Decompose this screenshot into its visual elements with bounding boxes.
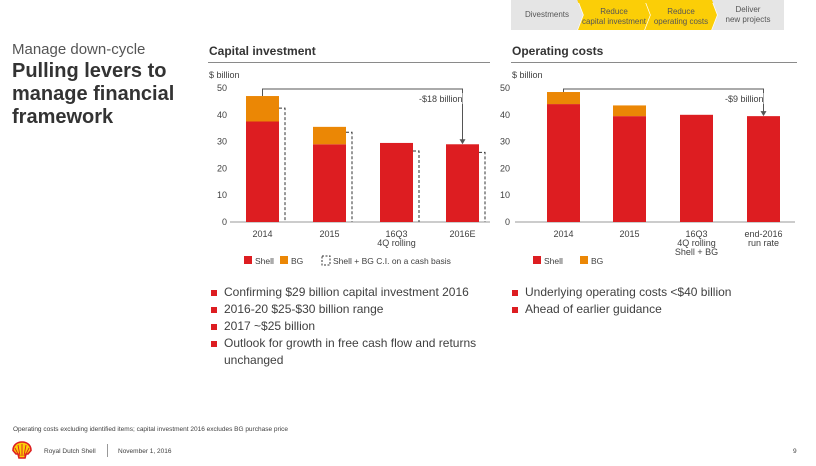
y-tick-label: 10 [500,190,510,200]
page-number: 9 [793,448,797,455]
annotation-bg [412,93,463,104]
x-tick-label: 16Q3 [685,229,707,239]
legend-swatch-cash [321,255,331,266]
bar-bg [313,126,346,145]
bar-shell [747,116,780,222]
legend-label: Shell [544,256,563,266]
x-tick-label: 2016E [449,229,475,239]
y-tick-label: 20 [217,163,227,173]
bullets-opex: Underlying operating costs <$40 billion … [511,284,801,318]
bar-cash-basis [413,150,420,222]
bar-shell [680,114,713,222]
page-title: Pulling levers to manage financial frame… [12,60,175,128]
x-tick-label: 4Q rolling [377,238,416,248]
footer-divider [107,444,108,457]
legend-swatch [244,256,252,264]
x-tick-label: 2014 [252,229,272,239]
bullets-capex: Confirming $29 billion capital investmen… [210,284,490,369]
step-reduce-capital: Reduce capital investment [578,0,650,30]
y-tick-label: 40 [500,110,510,120]
reduction-arrow [262,88,463,141]
x-tick-label: 16Q3 [385,229,407,239]
bar-shell [613,116,646,222]
divider [208,62,490,63]
x-tick-label: 2015 [619,229,639,239]
chart-title-capex: Capital investment [209,44,316,58]
legend-label: BG [591,256,603,266]
x-tick-label: 4Q rolling [677,238,716,248]
bar-cash-basis [279,107,286,222]
annotation-bg [713,93,764,104]
bar-cash-basis [479,151,486,222]
shell-logo-icon [12,441,32,459]
bar-bg [613,105,646,117]
x-tick-label: 2014 [553,229,573,239]
bullet: Underlying operating costs <$40 billion [511,284,801,301]
step-divestments: Divestments [511,0,583,30]
x-tick-label: 2015 [319,229,339,239]
y-tick-label: 0 [505,217,510,227]
bar-shell [547,104,580,222]
legend-label: Shell [255,256,274,266]
bar-bg [246,96,279,122]
step-label: Reduce capital investment [581,6,647,26]
bar-shell [313,144,346,222]
kicker: Manage down-cycle [12,41,146,58]
bar-shell [380,142,413,222]
step-label: Divestments [524,10,569,19]
bullet: Ahead of earlier guidance [511,301,801,318]
arrow-head [760,111,767,117]
annotation-label: -$9 billion [725,94,764,104]
step-deliver-projects: Deliver new projects [712,0,784,30]
step-label: Reduce operating costs [653,6,709,26]
step-reduce-opex: Reduce operating costs [645,0,717,30]
bullet: 2016-20 $25-$30 billion range [210,301,490,318]
bullet: 2017 ~$25 billion [210,318,490,335]
footer-date: November 1, 2016 [118,448,172,455]
y-tick-label: 20 [500,163,510,173]
chart-title-opex: Operating costs [512,44,604,58]
legend-swatch [580,256,588,264]
y-tick-label: 0 [222,217,227,227]
progress-steps: Divestments Reduce capital investment Re… [511,0,784,30]
arrow-head [459,139,466,145]
unit-label: $ billion [209,70,240,80]
divider [511,62,797,63]
annotation-label: -$18 billion [419,94,463,104]
y-tick-label: 30 [500,137,510,147]
y-tick-label: 30 [217,137,227,147]
bar-shell [246,121,279,222]
legend-label: Shell + BG C.I. on a cash basis [333,256,451,266]
footer-company: Royal Dutch Shell [44,448,96,455]
bullet: Confirming $29 billion capital investmen… [210,284,490,301]
y-tick-label: 40 [217,110,227,120]
legend-swatch [280,256,288,264]
x-tick-label: run rate [748,238,779,248]
legend-label: BG [291,256,303,266]
x-tick-label: Shell + BG [675,247,718,257]
unit-label: $ billion [512,70,543,80]
x-tick-label: end-2016 [744,229,782,239]
footnote: Operating costs excluding identified ite… [13,426,288,433]
y-tick-label: 50 [217,83,227,93]
bullet: Outlook for growth in free cash flow and… [210,335,490,369]
legend-swatch [533,256,541,264]
y-tick-label: 10 [217,190,227,200]
bar-cash-basis [346,131,353,222]
step-label: Deliver new projects [725,5,771,24]
bar-bg [547,92,580,105]
bar-shell [446,144,479,222]
y-tick-label: 50 [500,83,510,93]
